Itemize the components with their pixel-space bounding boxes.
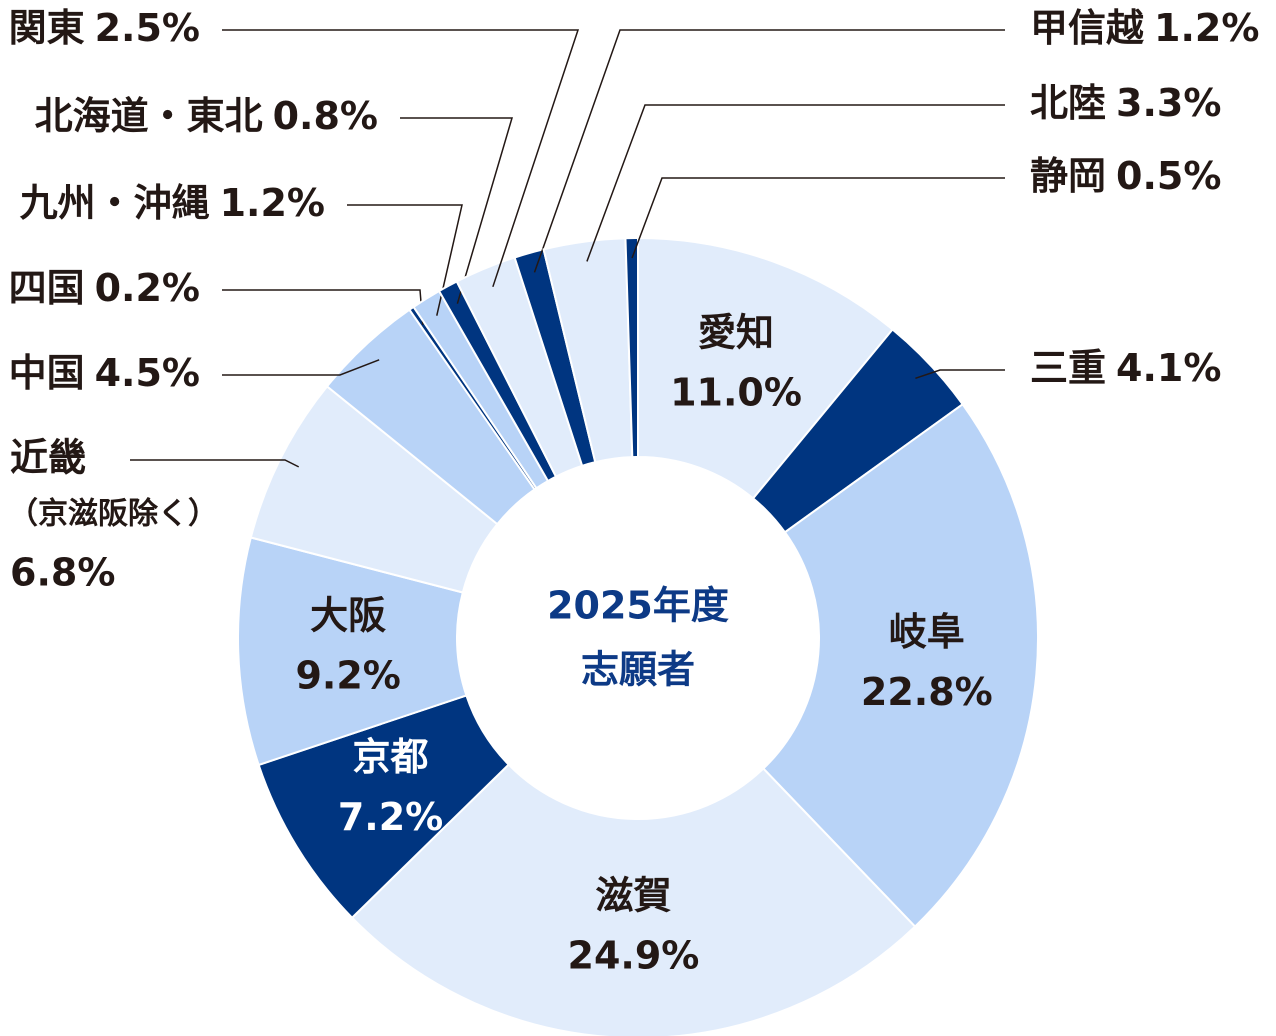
segment-value: 22.8% [861, 670, 993, 714]
segment-value: 9.2% [295, 653, 400, 697]
donut-segment [637, 236, 894, 500]
leader-label: 北海道・東北 0.8% [35, 94, 378, 138]
donut-segment [350, 763, 917, 1036]
leader-line [400, 117, 514, 304]
leader-line [586, 104, 1005, 262]
leader-line [130, 459, 300, 468]
leader-line [533, 29, 1005, 273]
leader-line [222, 29, 580, 288]
segment-value: 24.9% [568, 933, 700, 977]
leader-value: 4.1% [1116, 346, 1221, 390]
leader-value: 6.8% [10, 551, 115, 595]
leader-label: 九州・沖縄 1.2% [20, 181, 325, 225]
leader-name: 甲信越 [1030, 6, 1145, 50]
leader-line [915, 369, 1005, 380]
leader-value: 0.5% [1116, 154, 1221, 198]
chart-subtitle: 志願者 [581, 648, 695, 692]
leader-label: 北陸 3.3% [1030, 81, 1221, 125]
leader-value: 2.5% [95, 6, 200, 50]
leader-name: 三重 [1030, 346, 1106, 390]
leader-label: 甲信越 1.2% [1030, 6, 1259, 50]
segment-name: 岐阜 [889, 610, 965, 654]
leader-value: 4.5% [95, 351, 200, 395]
segment-name: 大阪 [310, 593, 386, 637]
leader-value: 0.2% [95, 266, 200, 310]
segment-value: 7.2% [338, 795, 443, 839]
leader-value: 0.8% [273, 94, 378, 138]
leader-label: 関東 2.5% [9, 6, 200, 50]
leader-note: （京滋阪除く） [8, 497, 218, 532]
chart-title: 2025年度 [547, 584, 729, 628]
donut-segment [624, 236, 639, 459]
leader-line [347, 204, 463, 316]
leader-value: 1.2% [1154, 6, 1259, 50]
leader-name: 関東 [9, 6, 85, 50]
leader-line [222, 359, 380, 376]
leader-value: 1.2% [220, 181, 325, 225]
leader-label: 四国 0.2% [9, 266, 200, 310]
leader-name: 四国 [9, 266, 85, 310]
donut-segment [761, 402, 1039, 928]
leader-name: 北海道・東北 [35, 94, 263, 138]
leader-name: 北陸 [1030, 81, 1106, 125]
segment-name: 滋賀 [595, 873, 671, 917]
leader-label: 三重 4.1% [1030, 346, 1221, 390]
leader-line [222, 289, 424, 325]
leader-name: 中国 [9, 351, 85, 395]
leader-value: 3.3% [1116, 81, 1221, 125]
leader-line [631, 177, 1005, 259]
segment-value: 11.0% [670, 371, 802, 415]
leader-label: 中国 4.5% [9, 351, 200, 395]
leader-name: 静岡 [1030, 154, 1106, 198]
leader-label: 静岡 0.5% [1030, 154, 1221, 198]
leader-name: 近畿 [10, 436, 86, 480]
segment-name: 愛知 [698, 311, 774, 355]
segment-name: 京都 [353, 735, 429, 779]
leader-name: 九州・沖縄 [20, 181, 210, 225]
